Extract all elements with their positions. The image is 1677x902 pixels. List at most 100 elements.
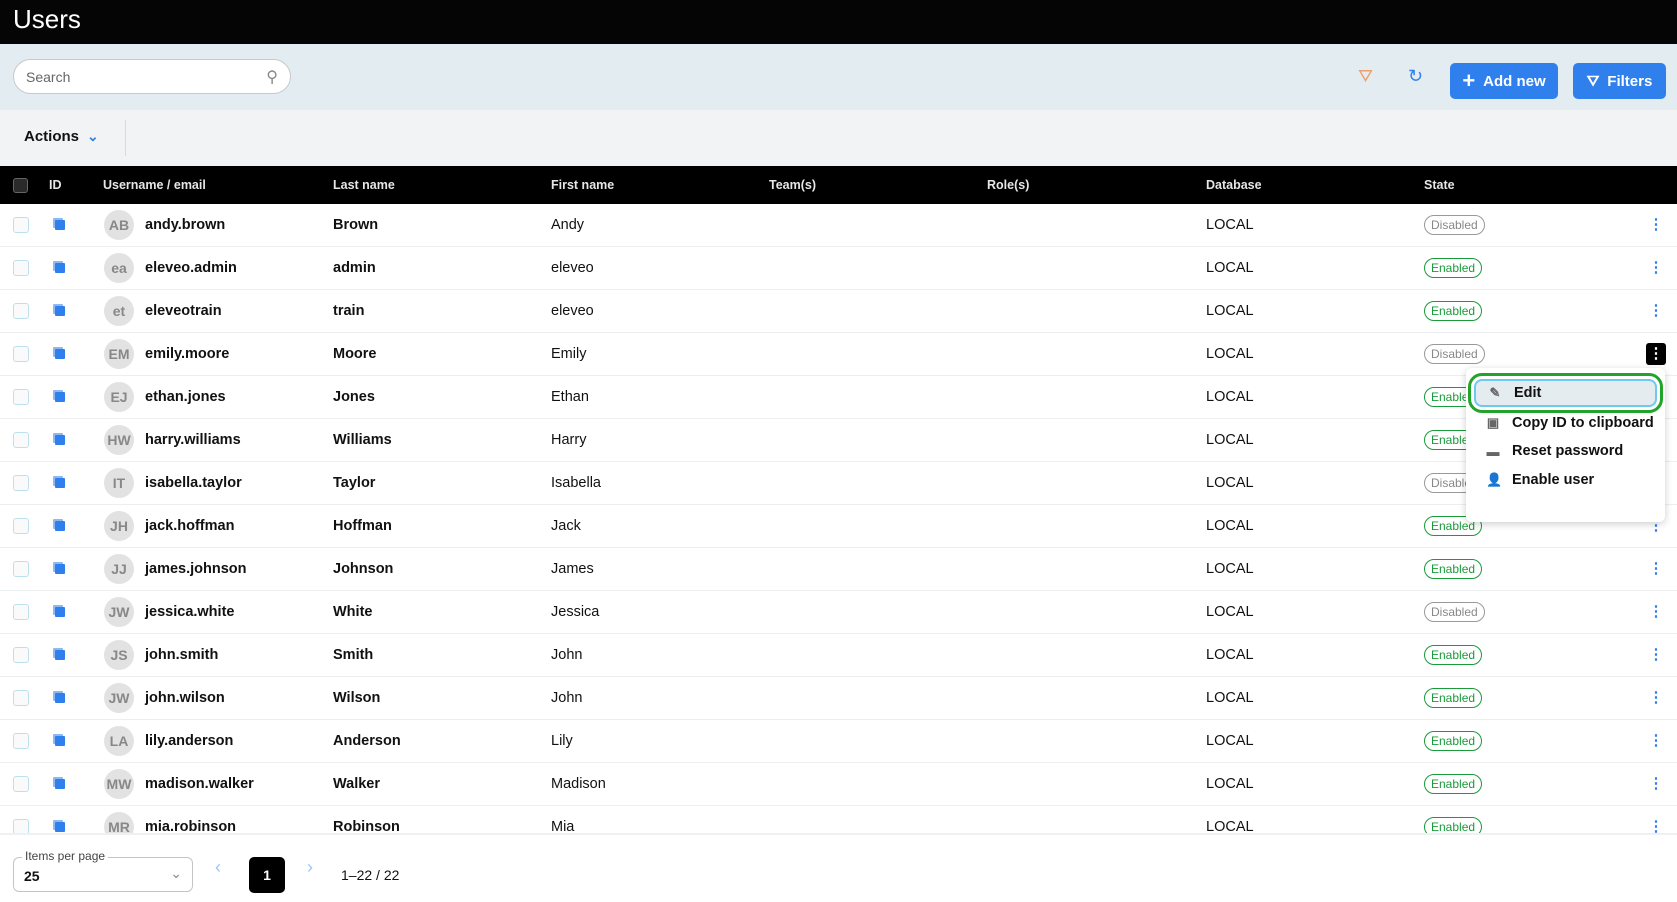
copy-id-icon[interactable] <box>55 822 65 832</box>
actions-label: Actions <box>24 128 80 145</box>
table-row[interactable]: EM emily.moore Moore Emily LOCAL Disable… <box>0 333 1677 376</box>
select-all-checkbox[interactable] <box>13 178 28 193</box>
copy-id-icon[interactable] <box>55 478 65 488</box>
row-checkbox[interactable] <box>13 561 29 577</box>
copy-id-icon[interactable] <box>55 263 65 273</box>
col-database[interactable]: Database <box>1206 178 1262 192</box>
table-row[interactable]: ea eleveo.admin admin eleveo LOCAL Enabl… <box>0 247 1677 290</box>
status-badge: Enabled <box>1424 559 1483 579</box>
table-row[interactable]: EJ ethan.jones Jones Ethan LOCAL Enabled… <box>0 376 1677 419</box>
col-teams[interactable]: Team(s) <box>769 178 817 192</box>
items-per-page-select[interactable]: Items per page 25 ⌄ <box>13 849 193 892</box>
copy-id-icon[interactable] <box>55 220 65 230</box>
menu-item-copy-id-to-clipboard[interactable]: ▣ Copy ID to clipboard <box>1474 409 1657 437</box>
copy-id-icon[interactable] <box>55 435 65 445</box>
more-options-icon[interactable]: ⋮ <box>1648 689 1664 706</box>
next-page-icon[interactable]: › <box>307 857 313 877</box>
search-input[interactable] <box>26 68 267 85</box>
search-box[interactable]: ⚲ <box>13 59 291 94</box>
actions-dropdown[interactable]: Actions ⌄ <box>24 128 99 145</box>
page-title: Users <box>0 0 1677 44</box>
row-checkbox[interactable] <box>13 518 29 534</box>
more-options-icon[interactable]: ⋮ <box>1648 216 1664 233</box>
refresh-icon[interactable]: ↻ <box>1408 66 1424 86</box>
copy-id-icon[interactable] <box>55 736 65 746</box>
table-row[interactable]: LA lily.anderson Anderson Lily LOCAL Ena… <box>0 720 1677 763</box>
database: LOCAL <box>1206 260 1254 276</box>
user-icon: 👤 <box>1486 472 1503 487</box>
table-row[interactable]: AB andy.brown Brown Andy LOCAL Disabled … <box>0 204 1677 247</box>
col-state[interactable]: State <box>1424 178 1455 192</box>
copy-id-icon[interactable] <box>55 607 65 617</box>
last-name: Smith <box>333 647 374 663</box>
page-button[interactable]: 1 <box>249 857 285 893</box>
copy-id-icon[interactable] <box>55 779 65 789</box>
filters-button[interactable]: ⛛ Filters <box>1573 63 1666 99</box>
row-checkbox[interactable] <box>13 389 29 405</box>
first-name: Lily <box>551 733 573 749</box>
col-username[interactable]: Username / email <box>103 178 206 192</box>
copy-id-icon[interactable] <box>55 392 65 402</box>
row-checkbox[interactable] <box>13 217 29 233</box>
table-row[interactable]: IT isabella.taylor Taylor Isabella LOCAL… <box>0 462 1677 505</box>
more-options-icon[interactable]: ⋮ <box>1648 302 1664 319</box>
row-checkbox[interactable] <box>13 604 29 620</box>
col-first-name[interactable]: First name <box>551 178 615 192</box>
table-row[interactable]: JW jessica.white White Jessica LOCAL Dis… <box>0 591 1677 634</box>
row-checkbox[interactable] <box>13 776 29 792</box>
database: LOCAL <box>1206 389 1254 405</box>
row-checkbox[interactable] <box>13 690 29 706</box>
table-row[interactable]: et eleveotrain train eleveo LOCAL Enable… <box>0 290 1677 333</box>
row-checkbox[interactable] <box>13 260 29 276</box>
table-row[interactable]: MR mia.robinson Robinson Mia LOCAL Enabl… <box>0 806 1677 833</box>
menu-item-enable-user[interactable]: 👤 Enable user <box>1474 466 1657 494</box>
prev-page-icon[interactable]: ‹ <box>215 857 221 877</box>
row-checkbox[interactable] <box>13 346 29 362</box>
more-options-icon[interactable]: ⋮ <box>1648 775 1664 792</box>
database: LOCAL <box>1206 776 1254 792</box>
more-options-icon[interactable]: ⋮ <box>1648 818 1664 833</box>
copy-id-icon[interactable] <box>55 693 65 703</box>
table-row[interactable]: MW madison.walker Walker Madison LOCAL E… <box>0 763 1677 806</box>
table-row[interactable]: JW john.wilson Wilson John LOCAL Enabled… <box>0 677 1677 720</box>
row-checkbox[interactable] <box>13 432 29 448</box>
more-options-icon[interactable]: ⋮ <box>1648 259 1664 276</box>
more-options-icon[interactable]: ⋮ <box>1648 646 1664 663</box>
table-row[interactable]: JH jack.hoffman Hoffman Jack LOCAL Enabl… <box>0 505 1677 548</box>
copy-id-icon[interactable] <box>55 650 65 660</box>
table-row[interactable]: JJ james.johnson Johnson James LOCAL Ena… <box>0 548 1677 591</box>
username: john.wilson <box>145 690 225 706</box>
copy-id-icon[interactable] <box>55 521 65 531</box>
status-badge: Disabled <box>1424 215 1485 235</box>
username: jessica.white <box>145 604 235 620</box>
more-options-icon[interactable]: ⋮ <box>1648 560 1664 577</box>
copy-id-icon[interactable] <box>55 564 65 574</box>
page-range: 1–22 / 22 <box>341 867 400 883</box>
username: eleveotrain <box>145 303 222 319</box>
table-row[interactable]: JS john.smith Smith John LOCAL Enabled ⋮ <box>0 634 1677 677</box>
row-checkbox[interactable] <box>13 303 29 319</box>
last-name: admin <box>333 260 376 276</box>
more-options-icon[interactable]: ⋮ <box>1648 603 1664 620</box>
row-checkbox[interactable] <box>13 475 29 491</box>
col-id[interactable]: ID <box>49 178 62 192</box>
col-last-name[interactable]: Last name <box>333 178 395 192</box>
more-options-icon[interactable]: ⋮ <box>1646 343 1666 365</box>
row-context-menu: ✎ Edit ▣ Copy ID to clipboard ▬ Reset passwor… <box>1466 368 1665 522</box>
menu-item-edit[interactable]: ✎ Edit <box>1468 373 1663 413</box>
more-options-icon[interactable]: ⋮ <box>1648 732 1664 749</box>
toolbar: ⚲ ⛛ ↻ + Add new ⛛ Filters <box>0 44 1677 110</box>
copy-id-icon[interactable] <box>55 306 65 316</box>
username: ethan.jones <box>145 389 226 405</box>
clear-filters-icon[interactable]: ⛛ <box>1358 66 1374 86</box>
row-checkbox[interactable] <box>13 819 29 833</box>
row-checkbox[interactable] <box>13 733 29 749</box>
copy-id-icon[interactable] <box>55 349 65 359</box>
menu-item-reset-password[interactable]: ▬ Reset password <box>1474 437 1657 465</box>
table-row[interactable]: HW harry.williams Williams Harry LOCAL E… <box>0 419 1677 462</box>
col-roles[interactable]: Role(s) <box>987 178 1030 192</box>
add-new-button[interactable]: + Add new <box>1450 63 1558 99</box>
row-checkbox[interactable] <box>13 647 29 663</box>
last-name: White <box>333 604 373 620</box>
database: LOCAL <box>1206 604 1254 620</box>
